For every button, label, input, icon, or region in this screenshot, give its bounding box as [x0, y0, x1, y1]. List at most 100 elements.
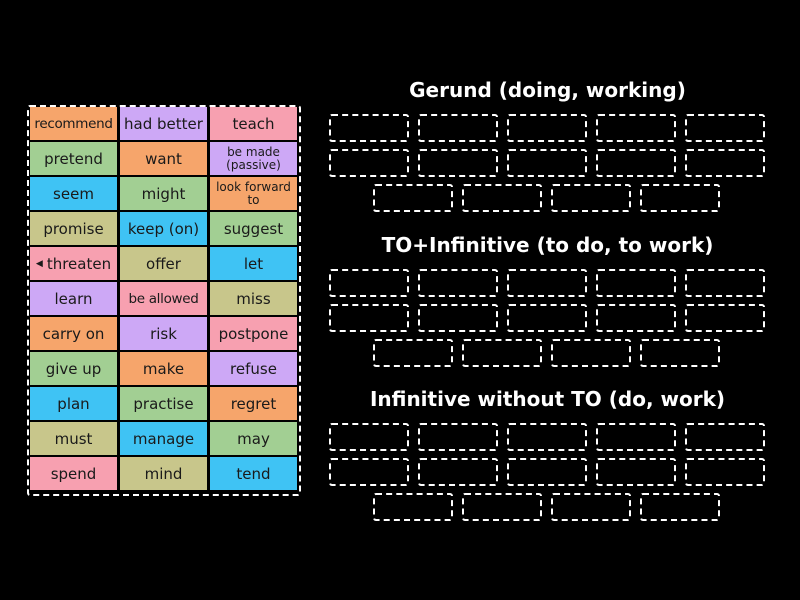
word-tile[interactable]: seem [30, 177, 117, 210]
word-tile[interactable]: ◀ threaten [30, 247, 117, 280]
word-tile-label: miss [236, 289, 271, 308]
word-tile-pool: recommend had better teach pretend want be ma… [27, 105, 301, 496]
drop-slot[interactable] [596, 303, 676, 332]
drop-slot[interactable] [551, 493, 631, 521]
drop-slot[interactable] [507, 114, 587, 142]
word-tile-label: want [145, 149, 182, 168]
word-tile-label: regret [230, 394, 277, 413]
word-tile[interactable]: carry on [30, 317, 117, 350]
drop-slot[interactable] [373, 338, 453, 367]
drop-slot[interactable] [373, 493, 453, 521]
word-tile[interactable]: keep (on) [120, 212, 207, 245]
drop-slot[interactable] [596, 423, 676, 451]
drop-slot[interactable] [373, 184, 453, 212]
word-tile-label: manage [132, 429, 195, 448]
word-tile[interactable]: want [120, 142, 207, 175]
drop-slot[interactable] [685, 114, 765, 142]
word-tile-label: be allowed [128, 290, 199, 307]
word-tile[interactable]: practise [120, 387, 207, 420]
drop-slot[interactable] [640, 184, 720, 212]
word-tile[interactable]: had better [120, 107, 207, 140]
word-tile-label: promise [43, 219, 104, 238]
drop-slot[interactable] [507, 458, 587, 486]
word-tile[interactable]: spend [30, 457, 117, 490]
drop-slot[interactable] [596, 149, 676, 177]
word-tile-label: recommend [34, 115, 113, 132]
drop-slot[interactable] [551, 338, 631, 367]
word-tile[interactable]: make [120, 352, 207, 385]
word-tile-label: keep (on) [127, 219, 200, 238]
word-tile[interactable]: risk [120, 317, 207, 350]
word-tile-label: let [243, 254, 264, 273]
drop-slot[interactable] [418, 149, 498, 177]
drop-slot[interactable] [418, 458, 498, 486]
word-tile[interactable]: give up [30, 352, 117, 385]
drop-slot[interactable] [685, 268, 765, 297]
drop-slot[interactable] [551, 184, 631, 212]
drop-slot[interactable] [462, 338, 542, 367]
word-tile-label: refuse [230, 359, 277, 378]
speaker-icon[interactable]: ◀ [35, 258, 43, 269]
word-tile-label: spend [50, 464, 97, 483]
word-tile[interactable]: refuse [210, 352, 297, 385]
word-tile[interactable]: teach [210, 107, 297, 140]
word-tile-label: seem [53, 184, 94, 203]
word-tile[interactable]: be made (passive) [210, 142, 297, 175]
drop-slot[interactable] [418, 268, 498, 297]
word-tile[interactable]: miss [210, 282, 297, 315]
drop-slot[interactable] [462, 493, 542, 521]
word-tile-label: plan [57, 394, 90, 413]
drop-slot[interactable] [685, 303, 765, 332]
drop-slot[interactable] [507, 423, 587, 451]
drop-slot[interactable] [507, 303, 587, 332]
drop-slot[interactable] [329, 458, 409, 486]
word-tile-label: mind [144, 464, 183, 483]
word-tile[interactable]: may [210, 422, 297, 455]
drop-slot[interactable] [329, 423, 409, 451]
drop-slot[interactable] [329, 149, 409, 177]
group-heading: TO+Infinitive (to do, to work) [381, 232, 714, 257]
drop-slot[interactable] [418, 114, 498, 142]
word-tile[interactable]: let [210, 247, 297, 280]
word-tile[interactable]: postpone [210, 317, 297, 350]
word-tile-label: threaten [46, 254, 112, 273]
drop-slot[interactable] [685, 149, 765, 177]
word-tile-label: had better [124, 114, 203, 133]
word-tile[interactable]: recommend [30, 107, 117, 140]
word-tile[interactable]: tend [210, 457, 297, 490]
drop-slot[interactable] [640, 493, 720, 521]
word-tile[interactable]: manage [120, 422, 207, 455]
drop-slot[interactable] [507, 149, 587, 177]
word-tile-label: be made (passive) [226, 144, 281, 172]
word-tile[interactable]: learn [30, 282, 117, 315]
word-tile-label: make [142, 359, 185, 378]
word-tile[interactable]: promise [30, 212, 117, 245]
drop-slot[interactable] [640, 338, 720, 367]
word-tile[interactable]: look forward to [210, 177, 297, 210]
drop-slot[interactable] [596, 114, 676, 142]
word-tile[interactable]: might [120, 177, 207, 210]
drop-slot[interactable] [685, 458, 765, 486]
drop-slot[interactable] [596, 268, 676, 297]
drop-slot[interactable] [418, 423, 498, 451]
word-tile[interactable]: offer [120, 247, 207, 280]
word-tile[interactable]: suggest [210, 212, 297, 245]
word-tile-label: look forward to [216, 179, 291, 207]
word-tile[interactable]: regret [210, 387, 297, 420]
word-tile-label: give up [45, 359, 102, 378]
drop-slot[interactable] [329, 114, 409, 142]
drop-slot[interactable] [596, 458, 676, 486]
word-tile[interactable]: mind [120, 457, 207, 490]
word-tile[interactable]: be allowed [120, 282, 207, 315]
word-tile[interactable]: pretend [30, 142, 117, 175]
drop-slot[interactable] [329, 268, 409, 297]
word-tile-label: risk [150, 324, 177, 343]
word-tile-label: carry on [42, 324, 105, 343]
drop-slot[interactable] [462, 184, 542, 212]
word-tile[interactable]: plan [30, 387, 117, 420]
drop-slot[interactable] [507, 268, 587, 297]
drop-slot[interactable] [418, 303, 498, 332]
drop-slot[interactable] [329, 303, 409, 332]
drop-slot[interactable] [685, 423, 765, 451]
word-tile[interactable]: must [30, 422, 117, 455]
